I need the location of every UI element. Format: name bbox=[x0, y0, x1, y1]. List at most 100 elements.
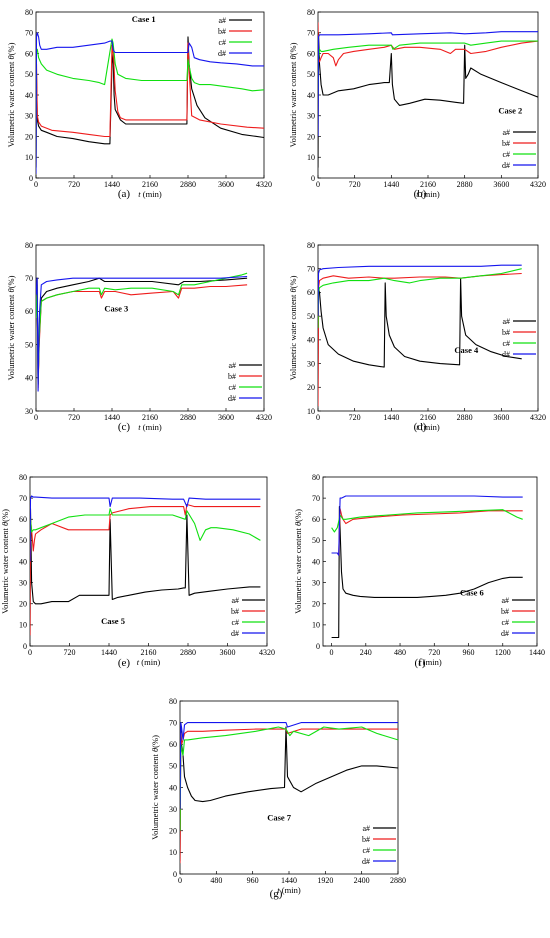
legend-label: a# bbox=[502, 317, 510, 326]
x-axis-label: t (min) bbox=[138, 189, 162, 199]
series-line-c bbox=[331, 509, 523, 533]
y-tick-label: 60 bbox=[25, 307, 33, 316]
x-axis-variable: t bbox=[138, 189, 141, 199]
y-tick-label: 50 bbox=[307, 70, 315, 79]
y-tick-label: 50 bbox=[19, 536, 27, 545]
y-tick-label: 70 bbox=[19, 494, 27, 503]
x-tick-label: 240 bbox=[360, 648, 372, 657]
series-group bbox=[36, 272, 248, 392]
x-tick-label: 0 bbox=[316, 413, 320, 422]
x-axis-variable: t bbox=[416, 422, 419, 432]
x-tick-label: 2880 bbox=[457, 413, 473, 422]
series-group bbox=[36, 32, 264, 174]
y-axis-unit: (%) bbox=[293, 509, 303, 522]
legend-label: c# bbox=[502, 339, 510, 348]
y-tick-label: 30 bbox=[307, 112, 315, 121]
x-axis-label: t (min) bbox=[137, 657, 161, 667]
series-line-a bbox=[36, 36, 264, 168]
y-tick-label: 40 bbox=[25, 91, 33, 100]
chart-panel: 0 720 1440 2160 2880 3600 4320 0 10 20 30 40 50 60 70 8… bbox=[288, 8, 546, 200]
legend-label: d# bbox=[502, 161, 510, 170]
y-axis-label: Volumetric water content θ(%) bbox=[6, 42, 16, 147]
y-axis-title: Volumetric water content bbox=[288, 61, 298, 147]
series-line-b bbox=[318, 272, 522, 407]
y-tick-label: 70 bbox=[307, 265, 315, 274]
x-axis-variable: t bbox=[277, 885, 280, 895]
y-tick-label: 60 bbox=[307, 288, 315, 297]
y-tick-label: 10 bbox=[25, 153, 33, 162]
panel-label: (a) bbox=[118, 188, 131, 200]
series-line-d bbox=[36, 275, 248, 392]
y-tick-label: 0 bbox=[311, 174, 315, 183]
x-tick-label: 1440 bbox=[101, 648, 117, 657]
chart-panel: 0 720 1440 2160 2880 3600 4320 0 10 20 30 40 50 60 70 8… bbox=[0, 473, 275, 669]
legend-label: a# bbox=[231, 596, 239, 605]
panel-label: (d) bbox=[414, 421, 427, 433]
x-axis-unit: (min) bbox=[421, 422, 440, 432]
x-tick-label: 1440 bbox=[529, 648, 545, 657]
legend: a# b# c# d# bbox=[218, 16, 252, 58]
x-tick-label: 1440 bbox=[104, 180, 120, 189]
y-tick-label: 80 bbox=[312, 473, 320, 482]
series-line-c bbox=[30, 508, 261, 541]
x-tick-label: 1440 bbox=[104, 413, 120, 422]
y-axis-variable: θ bbox=[6, 55, 16, 59]
x-tick-label: 2880 bbox=[180, 648, 196, 657]
series-line-b bbox=[36, 284, 248, 389]
series-line-a bbox=[30, 508, 261, 636]
legend: a# b# c# d# bbox=[501, 596, 535, 638]
x-tick-label: 0 bbox=[34, 413, 38, 422]
plot-frame bbox=[35, 11, 265, 179]
case-label: Case 7 bbox=[267, 812, 292, 822]
y-tick-label: 30 bbox=[25, 112, 33, 121]
series-line-d bbox=[30, 495, 261, 562]
y-tick-label: 40 bbox=[307, 91, 315, 100]
x-tick-label: 2160 bbox=[142, 413, 158, 422]
case-label: Case 4 bbox=[454, 345, 479, 355]
x-tick-label: 3600 bbox=[220, 648, 236, 657]
y-tick-label: 40 bbox=[307, 336, 315, 345]
y-tick-label: 20 bbox=[312, 600, 320, 609]
series-group bbox=[318, 22, 538, 168]
y-tick-label: 30 bbox=[312, 578, 320, 587]
legend-label: d# bbox=[218, 49, 226, 58]
y-tick-label: 70 bbox=[312, 494, 320, 503]
x-tick-label: 2160 bbox=[420, 413, 436, 422]
y-tick-label: 30 bbox=[307, 359, 315, 368]
x-axis-label: t (min) bbox=[138, 422, 162, 432]
y-axis-variable: θ bbox=[288, 55, 298, 59]
case-label: Case 1 bbox=[132, 14, 156, 24]
y-axis-unit: (%) bbox=[288, 275, 298, 288]
y-tick-label: 20 bbox=[19, 600, 27, 609]
legend-label: d# bbox=[231, 629, 239, 638]
series-line-d bbox=[331, 495, 523, 556]
y-axis-unit: (%) bbox=[6, 275, 16, 288]
x-axis-unit: (min) bbox=[141, 657, 160, 667]
legend-label: d# bbox=[501, 629, 509, 638]
x-axis-unit: (min) bbox=[143, 189, 162, 199]
x-tick-label: 0 bbox=[28, 648, 32, 657]
x-axis-variable: t bbox=[138, 422, 141, 432]
legend-label: c# bbox=[502, 150, 510, 159]
case-label: Case 5 bbox=[101, 616, 125, 626]
y-axis-variable: θ bbox=[288, 288, 298, 292]
series-line-d bbox=[36, 32, 264, 174]
panel-label: (e) bbox=[118, 657, 131, 669]
y-tick-label: 60 bbox=[25, 49, 33, 58]
y-tick-label: 80 bbox=[25, 241, 33, 250]
x-axis-variable: t bbox=[416, 189, 419, 199]
x-tick-label: 960 bbox=[247, 876, 259, 885]
legend-label: b# bbox=[501, 607, 509, 616]
chart-panel: 0 720 1440 2160 2880 3600 4320 0 10 20 30 40 50 60 70 8… bbox=[6, 8, 272, 200]
x-tick-label: 720 bbox=[68, 180, 80, 189]
x-tick-label: 0 bbox=[34, 180, 38, 189]
x-tick-label: 2880 bbox=[457, 180, 473, 189]
x-tick-label: 4320 bbox=[256, 180, 272, 189]
legend-label: c# bbox=[218, 38, 226, 47]
legend-label: c# bbox=[228, 383, 236, 392]
y-tick-label: 50 bbox=[25, 340, 33, 349]
legend-label: a# bbox=[501, 596, 509, 605]
y-tick-label: 10 bbox=[307, 407, 315, 416]
series-line-c bbox=[36, 38, 264, 168]
x-tick-label: 2880 bbox=[180, 180, 196, 189]
